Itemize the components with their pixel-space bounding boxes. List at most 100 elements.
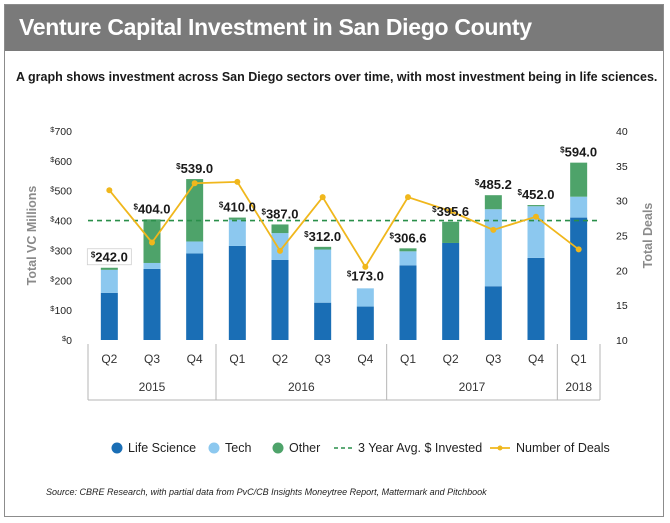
bar-other xyxy=(484,195,502,210)
bar-other xyxy=(314,246,332,250)
year-label: 2017 xyxy=(459,380,486,394)
total-data-label: $594.0 xyxy=(560,145,597,160)
deals-point xyxy=(191,180,198,187)
deals-point xyxy=(490,226,497,233)
bar-life-science xyxy=(100,292,118,340)
year-label: 2015 xyxy=(139,380,166,394)
bar-life-science xyxy=(186,253,204,340)
y-tick-label: $400 xyxy=(50,215,72,228)
bar-other xyxy=(399,248,417,252)
legend-other-swatch xyxy=(272,442,284,454)
bar-other xyxy=(271,224,289,234)
y2-tick-label: 15 xyxy=(616,300,628,312)
deals-point xyxy=(447,208,454,215)
bar-tech xyxy=(186,241,204,254)
total-data-label: $452.0 xyxy=(518,187,555,202)
x-tick-label: Q4 xyxy=(357,352,373,366)
bar-other xyxy=(570,162,588,197)
x-tick-label: Q4 xyxy=(528,352,544,366)
legend-deals-label: Number of Deals xyxy=(516,441,610,455)
x-tick-label: Q2 xyxy=(443,352,459,366)
y-tick-label: $100 xyxy=(50,304,72,317)
title-bar: Venture Capital Investment in San Diego … xyxy=(5,5,663,51)
bar-tech xyxy=(143,262,161,269)
bar-life-science xyxy=(271,259,289,340)
total-data-label: $387.0 xyxy=(262,206,299,221)
y2-axis-title: Total Deals xyxy=(641,203,655,269)
bar-life-science xyxy=(314,302,332,340)
y-tick-label: $200 xyxy=(50,274,72,287)
bar-life-science xyxy=(570,217,588,340)
total-data-label: $410.0 xyxy=(219,200,256,215)
bar-life-science xyxy=(356,306,374,340)
bar-tech xyxy=(356,288,374,307)
y-tick-label: $500 xyxy=(50,185,72,198)
total-data-label: $404.0 xyxy=(134,201,171,216)
legend-tech-label: Tech xyxy=(225,441,251,455)
bar-life-science xyxy=(442,242,460,340)
x-tick-label: Q1 xyxy=(229,352,245,366)
y2-tick-label: 20 xyxy=(616,265,628,277)
x-tick-label: Q3 xyxy=(485,352,501,366)
deals-point xyxy=(277,247,283,254)
x-tick-label: Q2 xyxy=(272,352,288,366)
data-label-box xyxy=(86,248,132,266)
total-data-label: $485.2 xyxy=(475,177,512,192)
x-tick-label: Q1 xyxy=(571,352,587,366)
source-note: Source: CBRE Research, with partial data… xyxy=(46,487,487,497)
bar-other xyxy=(100,267,118,270)
bar-tech xyxy=(570,196,588,218)
y2-tick-label: 40 xyxy=(616,126,628,138)
y-tick-label: $600 xyxy=(50,155,72,168)
bar-other xyxy=(527,205,545,207)
y2-tick-label: 10 xyxy=(616,335,628,347)
y2-tick-label: 30 xyxy=(616,196,628,208)
legend-deals-marker xyxy=(497,445,503,451)
y-tick-label: $700 xyxy=(50,125,72,138)
bar-life-science xyxy=(143,268,161,340)
deals-point xyxy=(405,194,411,201)
bar-tech xyxy=(100,269,118,293)
bar-life-science xyxy=(527,257,545,340)
y-tick-label: $0 xyxy=(62,334,72,347)
bar-life-science xyxy=(228,245,246,340)
chart-title: Venture Capital Investment in San Diego … xyxy=(19,14,532,40)
deals-point xyxy=(319,194,326,201)
deals-point xyxy=(234,178,241,185)
deals-point xyxy=(575,246,582,253)
bar-other xyxy=(228,217,246,220)
legend-life-science-swatch xyxy=(111,442,123,454)
total-data-label: $395.6 xyxy=(432,204,469,219)
y-tick-label: $300 xyxy=(50,244,72,257)
deals-point xyxy=(362,263,369,270)
total-data-label: $173.0 xyxy=(347,268,384,283)
legend-other-label: Other xyxy=(289,441,320,455)
x-tick-label: Q3 xyxy=(144,352,160,366)
bar-tech xyxy=(228,219,246,246)
deals-line xyxy=(108,180,580,269)
deals-point xyxy=(149,239,155,246)
total-data-label: $306.6 xyxy=(390,230,427,245)
bar-life-science xyxy=(399,265,417,340)
y2-tick-label: 35 xyxy=(616,161,628,173)
bar-other xyxy=(442,221,460,243)
deals-point xyxy=(106,187,113,194)
total-data-label: $539.0 xyxy=(176,161,213,176)
x-tick-label: Q4 xyxy=(187,352,203,366)
year-label: 2018 xyxy=(565,380,592,394)
deals-point xyxy=(533,213,539,220)
x-tick-label: Q1 xyxy=(400,352,416,366)
bar-tech xyxy=(399,251,417,266)
legend-average-label: 3 Year Avg. $ Invested xyxy=(358,441,482,455)
year-label: 2016 xyxy=(288,380,315,394)
y2-tick-label: 25 xyxy=(616,231,628,243)
chart-subtitle: A graph shows investment across San Dieg… xyxy=(16,70,658,84)
bar-life-science xyxy=(484,286,502,340)
bar-tech xyxy=(314,249,332,303)
legend-tech-swatch xyxy=(208,442,220,454)
bar-other xyxy=(186,179,204,242)
total-data-label: $242.0 xyxy=(91,250,128,265)
total-data-label: $312.0 xyxy=(304,229,341,244)
bar-tech xyxy=(271,233,289,260)
